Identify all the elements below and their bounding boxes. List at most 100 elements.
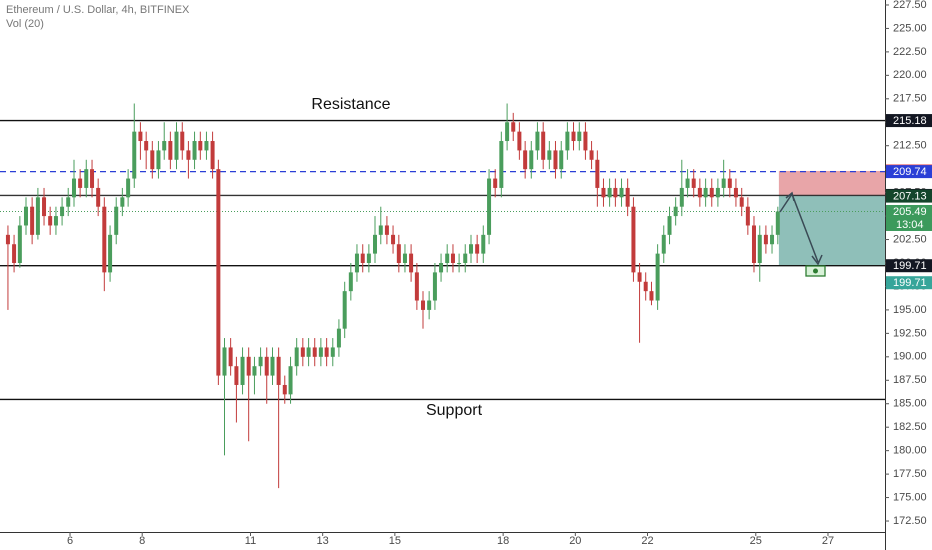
candle-body xyxy=(48,216,53,226)
candle-body xyxy=(469,244,474,254)
candle-body xyxy=(348,272,353,292)
candle-body xyxy=(414,272,419,301)
chart-subtitle: Vol (20) xyxy=(6,18,44,30)
y-tick-label: 192.50 xyxy=(893,327,927,339)
candle-body xyxy=(252,366,257,376)
candle-body xyxy=(276,356,281,385)
candle-body xyxy=(739,197,744,207)
stop-zone xyxy=(778,170,885,196)
candle-body xyxy=(114,206,119,235)
candle-body xyxy=(709,187,714,198)
candle-body xyxy=(132,131,137,179)
candle-body xyxy=(240,356,245,385)
candle-body xyxy=(770,234,775,245)
candle-body xyxy=(427,300,432,310)
candle-body xyxy=(457,262,462,264)
candle-body xyxy=(402,253,407,263)
y-tick-label: 225.00 xyxy=(893,22,927,34)
candle-body xyxy=(138,131,143,142)
candle-body xyxy=(150,150,155,170)
candle-body xyxy=(421,300,426,310)
candle-body xyxy=(757,234,762,263)
candle-body xyxy=(733,187,738,198)
target-zone xyxy=(778,195,885,266)
y-tick-label: 217.50 xyxy=(893,93,927,105)
price-label-box xyxy=(886,204,932,218)
candle-body xyxy=(553,150,558,170)
candle-body xyxy=(487,178,492,235)
candle-body xyxy=(511,122,516,132)
candle-body xyxy=(300,347,305,357)
x-tick-label: 6 xyxy=(67,535,73,547)
candle-body xyxy=(679,187,684,207)
candle-body xyxy=(373,234,378,254)
candle-body xyxy=(745,206,750,226)
candle-body xyxy=(541,131,546,160)
candle-body xyxy=(547,150,552,160)
annotation: Resistance xyxy=(311,96,390,113)
candle-body xyxy=(5,234,10,245)
candle-body xyxy=(180,131,185,151)
countdown-label: 13:04 xyxy=(896,219,924,231)
y-tick-label: 227.50 xyxy=(893,0,927,11)
price-label: 205.49 xyxy=(893,206,927,218)
candle-body xyxy=(577,131,582,142)
candle-body xyxy=(409,253,414,273)
candle-body xyxy=(354,253,359,273)
candle-body xyxy=(715,187,720,198)
candle-body xyxy=(120,197,125,207)
candle-body xyxy=(685,178,690,188)
candle-body xyxy=(493,178,498,188)
candle-body xyxy=(174,131,179,160)
candle-body xyxy=(655,253,660,301)
x-tick-label: 8 xyxy=(139,535,145,547)
candle-body xyxy=(42,197,47,217)
y-tick-label: 195.00 xyxy=(893,304,927,316)
candle-body xyxy=(318,347,323,357)
candle-body xyxy=(396,244,401,263)
candle-body xyxy=(613,187,618,198)
y-tick-label: 182.50 xyxy=(893,421,927,433)
candle-body xyxy=(481,234,486,254)
price-label-box xyxy=(886,276,932,290)
projection-arrow xyxy=(779,191,823,266)
money-icon xyxy=(805,265,826,277)
candle-body xyxy=(312,347,317,357)
candle-body xyxy=(66,197,71,207)
candle-body xyxy=(631,206,636,273)
candle-body xyxy=(517,131,522,151)
candle-body xyxy=(775,211,780,235)
candle-body xyxy=(144,141,149,151)
candle-body xyxy=(126,178,131,198)
candle-body xyxy=(60,206,65,217)
candle-body xyxy=(192,141,197,160)
candle-body xyxy=(432,272,437,301)
candle-body xyxy=(649,291,654,301)
x-tick-label: 20 xyxy=(569,535,581,547)
candle-body xyxy=(535,131,540,151)
candle-body xyxy=(71,178,76,198)
y-tick-label: 185.00 xyxy=(893,398,927,410)
candle-body xyxy=(204,141,209,151)
candle-body xyxy=(258,356,263,367)
x-tick-label: 13 xyxy=(317,535,329,547)
candle-body xyxy=(234,366,239,385)
candle-body xyxy=(571,131,576,142)
plot-area xyxy=(0,103,885,489)
money-coin xyxy=(813,268,818,274)
candle-body xyxy=(691,178,696,188)
x-tick-label: 27 xyxy=(822,535,834,547)
candle-body xyxy=(84,169,89,188)
candle-body xyxy=(727,178,732,188)
candle-body xyxy=(661,234,666,254)
y-tick-label: 187.50 xyxy=(893,374,927,386)
x-tick-label: 22 xyxy=(641,535,653,547)
candle-body xyxy=(763,234,768,245)
y-tick-label: 190.00 xyxy=(893,351,927,363)
candle-body xyxy=(306,347,311,357)
candle-body xyxy=(156,150,161,170)
y-tick-label: 180.00 xyxy=(893,445,927,457)
y-tick-label: 222.50 xyxy=(893,46,927,58)
candle-body xyxy=(324,347,329,357)
